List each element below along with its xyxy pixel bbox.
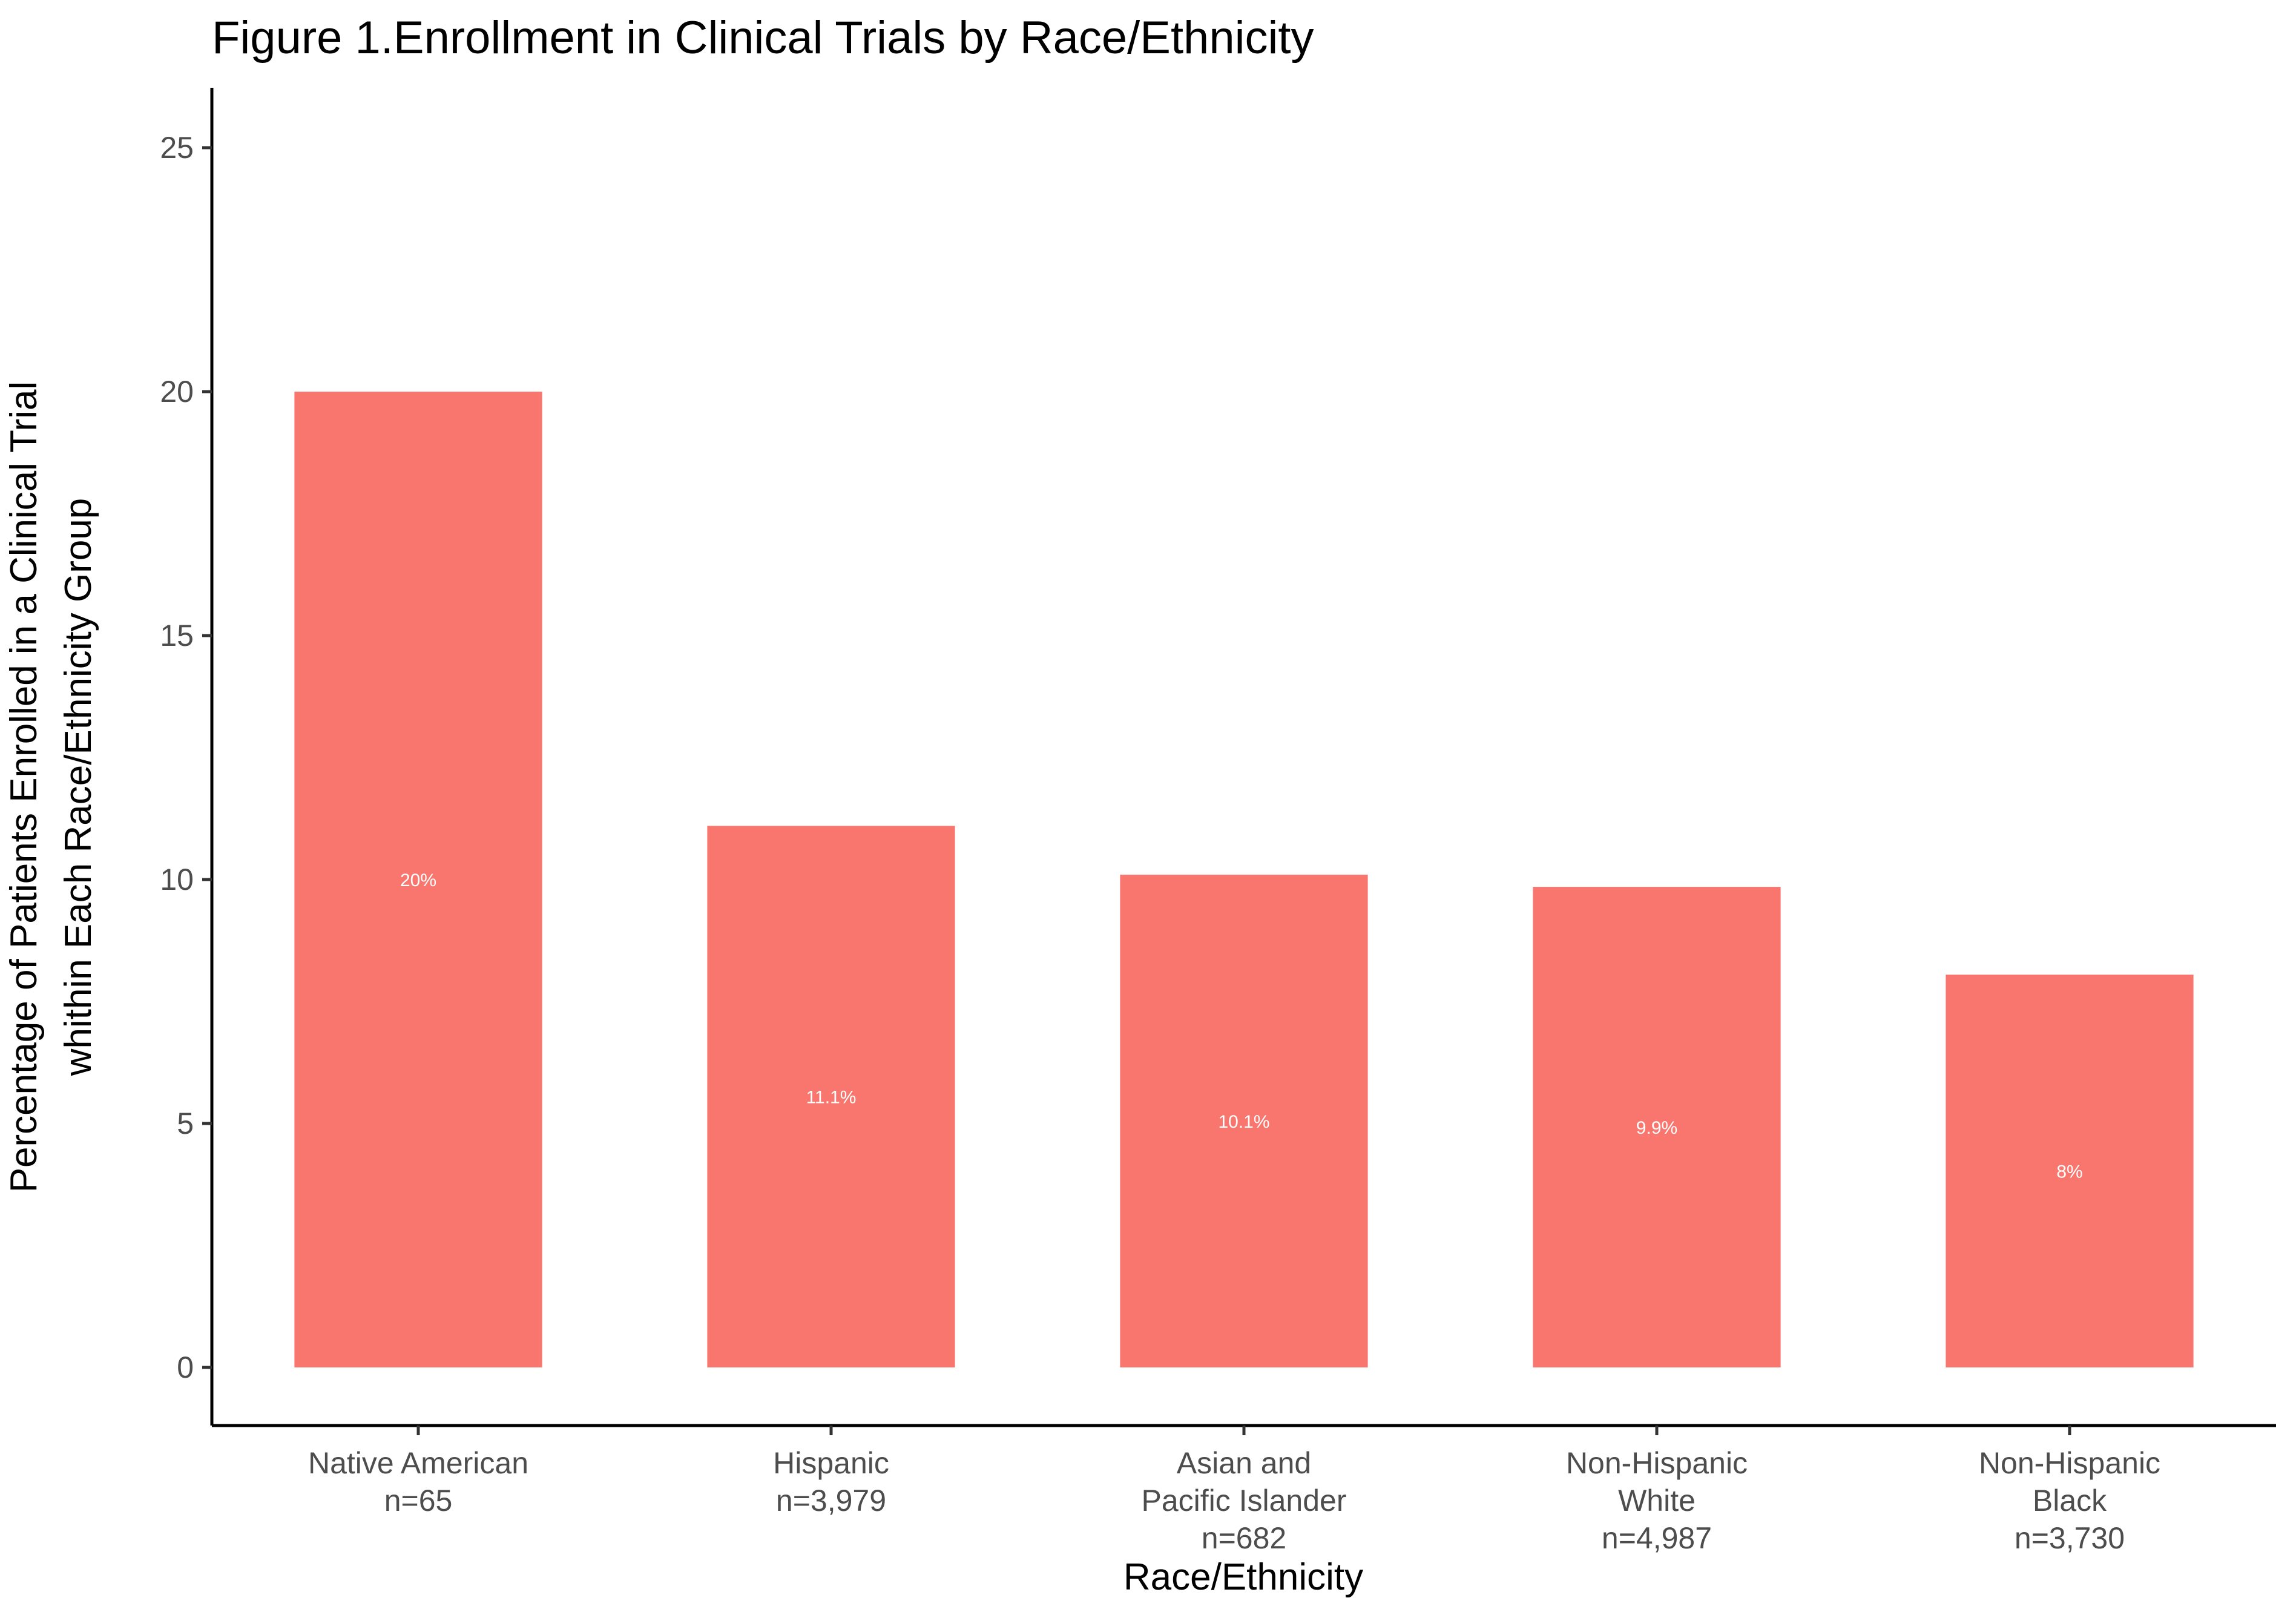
bar — [1533, 887, 1781, 1367]
bar-data-label: 8% — [2056, 1162, 2082, 1182]
bar — [294, 392, 542, 1367]
y-tick-label: 20 — [160, 375, 194, 409]
x-tick-label: Black — [2033, 1484, 2107, 1518]
x-tick-label: Pacific Islander — [1141, 1484, 1346, 1518]
bar — [1946, 975, 2194, 1367]
y-axis-title-line-1: Percentage of Patients Enrolled in a Cli… — [3, 381, 45, 1193]
chart-title: Figure 1.Enrollment in Clinical Trials b… — [212, 12, 1314, 64]
y-axis-title: Percentage of Patients Enrolled in a Cli… — [3, 381, 99, 1193]
x-tick-label: Non-Hispanic — [1979, 1446, 2160, 1480]
x-tick-label: Asian and — [1177, 1446, 1311, 1480]
y-tick-label: 10 — [160, 863, 194, 896]
x-tick-label: n=4,987 — [1602, 1521, 1712, 1555]
bar-data-label: 10.1% — [1218, 1112, 1269, 1132]
x-tick-label: n=3,730 — [2015, 1521, 2125, 1555]
y-tick-label: 5 — [177, 1107, 194, 1140]
x-tick-label: n=3,979 — [776, 1484, 886, 1518]
bar-data-label: 9.9% — [1636, 1118, 1677, 1138]
y-tick-label: 25 — [160, 131, 194, 165]
y-tick-label: 0 — [177, 1350, 194, 1384]
bar — [707, 826, 955, 1367]
x-tick-label: Non-Hispanic — [1566, 1446, 1748, 1480]
x-tick-label: n=682 — [1202, 1521, 1286, 1555]
y-tick-label: 15 — [160, 619, 194, 653]
plot-area: 0 5 10 15 20 25 20% Native American n=65 11.1% His… — [160, 88, 2276, 1555]
x-tick-label: Hispanic — [773, 1446, 889, 1480]
bar-data-label: 11.1% — [806, 1088, 857, 1108]
y-axis-title-line-2: whithin Each Race/Ethnicity Group — [58, 498, 99, 1077]
x-axis-title: Race/Ethnicity — [1123, 1556, 1363, 1598]
bar-data-label: 20% — [400, 870, 436, 890]
x-tick-label: Native American — [308, 1446, 528, 1480]
bar — [1120, 874, 1368, 1367]
x-tick-label: White — [1618, 1484, 1696, 1518]
x-tick-label: n=65 — [384, 1484, 453, 1518]
